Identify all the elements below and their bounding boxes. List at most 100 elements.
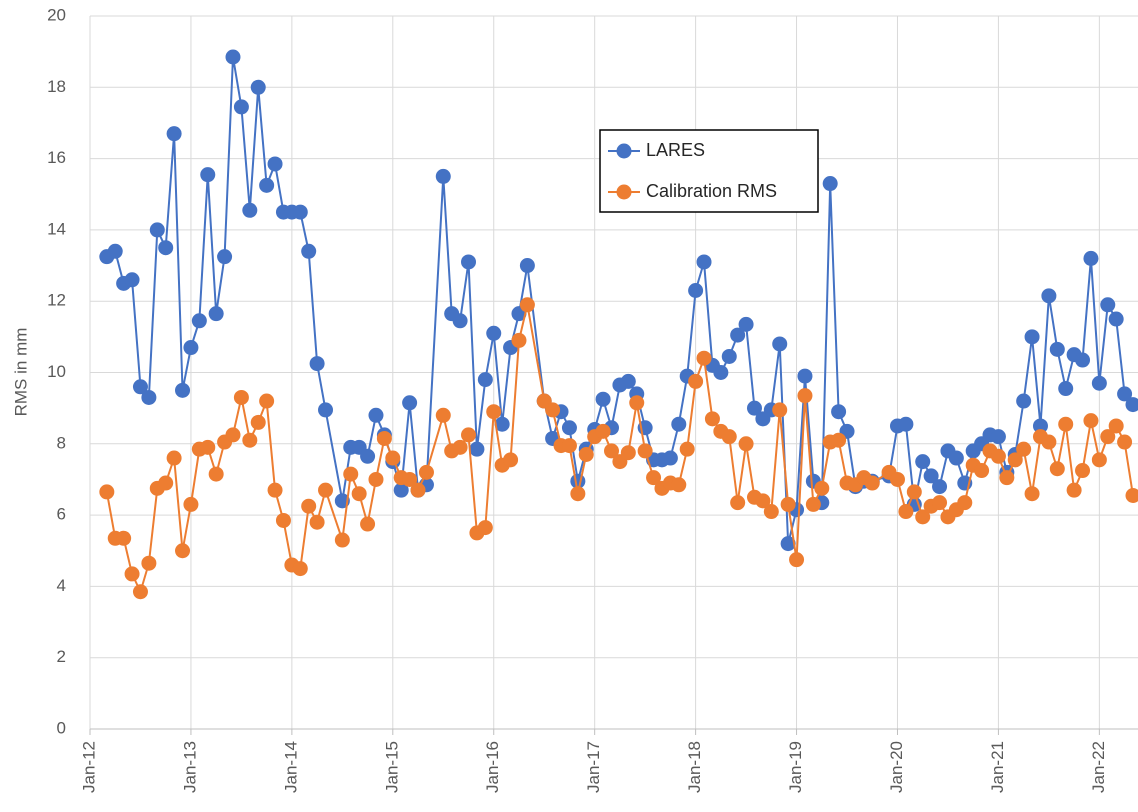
- point: [1125, 397, 1138, 413]
- point: [822, 176, 838, 192]
- point: [461, 427, 477, 443]
- point: [646, 470, 662, 486]
- point: [200, 439, 216, 455]
- point: [1125, 487, 1138, 503]
- point: [477, 520, 493, 536]
- y-tick-label: 2: [57, 647, 66, 666]
- y-tick-label: 18: [47, 77, 66, 96]
- point: [233, 99, 249, 115]
- point: [721, 429, 737, 445]
- point: [166, 126, 182, 142]
- point: [208, 466, 224, 482]
- point: [225, 49, 241, 65]
- point: [318, 402, 334, 418]
- point: [410, 482, 426, 498]
- point: [789, 552, 805, 568]
- point: [637, 443, 653, 459]
- point: [780, 496, 796, 512]
- point: [604, 443, 619, 459]
- point: [1075, 463, 1091, 479]
- point: [267, 156, 283, 172]
- point: [730, 327, 746, 343]
- legend-marker: [616, 143, 632, 159]
- point: [990, 448, 1006, 464]
- point: [671, 477, 687, 493]
- point: [149, 222, 165, 238]
- point: [561, 438, 577, 454]
- point: [1100, 297, 1116, 313]
- point: [141, 555, 157, 571]
- point: [898, 416, 914, 432]
- y-tick-label: 14: [47, 219, 66, 238]
- point: [486, 404, 502, 420]
- point: [1016, 393, 1032, 409]
- point: [99, 484, 115, 500]
- point: [957, 495, 973, 511]
- point: [688, 283, 704, 299]
- point: [376, 430, 392, 446]
- point: [696, 254, 712, 270]
- y-tick-label: 8: [57, 433, 66, 452]
- point: [301, 498, 317, 514]
- point: [1091, 452, 1107, 468]
- point: [696, 350, 712, 366]
- point: [183, 340, 199, 356]
- point: [191, 313, 207, 329]
- x-tick-label: Jan-15: [382, 741, 401, 793]
- legend-marker: [616, 184, 632, 200]
- point: [183, 496, 199, 512]
- y-tick-label: 4: [57, 576, 66, 595]
- point: [772, 336, 788, 352]
- point: [974, 463, 990, 479]
- point: [797, 388, 813, 404]
- point: [906, 484, 922, 500]
- y-tick-label: 12: [47, 291, 66, 310]
- point: [435, 168, 451, 184]
- legend-box: [599, 129, 819, 213]
- point: [250, 414, 266, 430]
- point: [561, 420, 577, 436]
- point: [932, 495, 948, 511]
- point: [780, 536, 796, 552]
- point: [225, 427, 241, 443]
- point: [772, 402, 788, 418]
- point: [124, 272, 140, 288]
- point: [418, 464, 434, 480]
- point: [1007, 452, 1023, 468]
- point: [688, 373, 704, 389]
- point: [814, 480, 830, 496]
- point: [385, 450, 401, 466]
- point: [578, 446, 594, 462]
- point: [1049, 461, 1065, 477]
- point: [343, 466, 359, 482]
- point: [805, 496, 821, 512]
- y-tick-label: 10: [47, 362, 66, 381]
- x-tick-label: Jan-14: [281, 741, 300, 793]
- point: [545, 402, 561, 418]
- point: [486, 325, 502, 341]
- point: [679, 441, 695, 457]
- point: [519, 297, 535, 313]
- point: [318, 482, 334, 498]
- point: [831, 432, 847, 448]
- point: [662, 450, 678, 466]
- point: [1108, 311, 1124, 327]
- point: [738, 436, 754, 452]
- point: [435, 407, 451, 423]
- point: [208, 306, 224, 322]
- point: [1066, 482, 1082, 498]
- x-tick-label: Jan-17: [584, 741, 603, 793]
- point: [831, 404, 847, 420]
- point: [1108, 418, 1124, 434]
- y-tick-label: 20: [47, 5, 66, 24]
- point: [393, 482, 409, 498]
- point: [755, 493, 771, 509]
- point: [166, 450, 182, 466]
- x-tick-label: Jan-16: [483, 741, 502, 793]
- legend: LARES Calibration RMS: [599, 129, 819, 213]
- point: [511, 332, 527, 348]
- point: [898, 504, 914, 520]
- point: [175, 543, 191, 559]
- point: [242, 432, 258, 448]
- point: [292, 561, 308, 577]
